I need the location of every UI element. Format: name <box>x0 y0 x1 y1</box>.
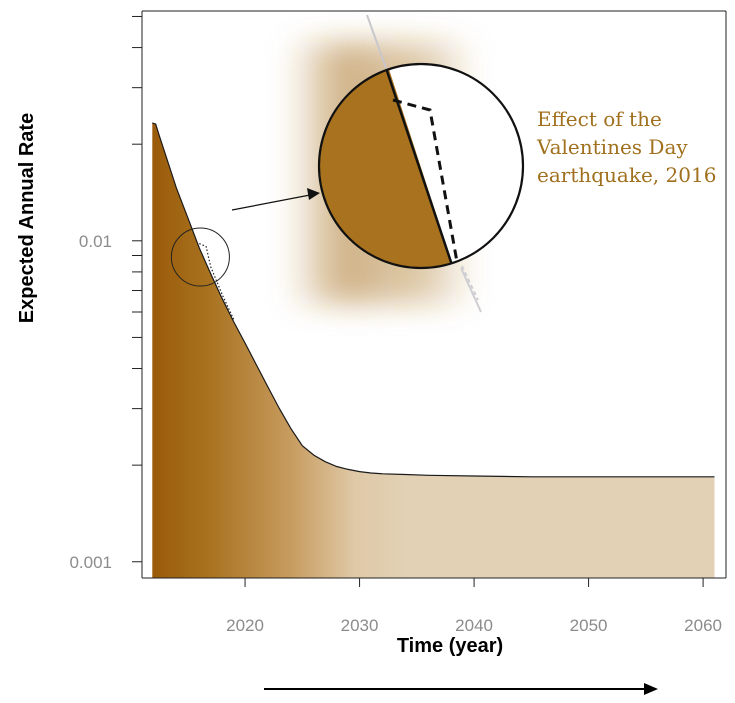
magnifier-contents <box>319 64 523 268</box>
event-dotted-line <box>199 243 235 320</box>
x-tick-label: 2060 <box>684 616 722 635</box>
magnifier-line-ext-top <box>366 14 387 69</box>
annotation-line: Effect of the <box>537 107 662 131</box>
rate-line <box>152 122 715 478</box>
magnifier-area <box>319 64 455 268</box>
annotation-line: Valentines Day <box>536 135 688 159</box>
x-axis-title: Time (year) <box>397 635 503 657</box>
magnifier-dash-ext-bottom <box>461 265 479 301</box>
y-tick-label: 0.001 <box>69 553 112 572</box>
annotation-line: earthquake, 2016 <box>537 163 716 187</box>
magnifier-dashed-line <box>392 98 459 263</box>
area-fill <box>152 122 715 579</box>
y-tick-label: 0.01 <box>79 232 112 251</box>
x-tick-label: 2030 <box>341 616 379 635</box>
connector-line <box>231 194 311 211</box>
magnifier-line-ext-bottom <box>460 267 482 313</box>
y-axis-title: Expected Annual Rate <box>16 113 38 323</box>
connector-arrowhead <box>307 188 320 200</box>
magnifier-circle <box>317 62 525 270</box>
event-highlight-circle <box>170 227 230 287</box>
x-tick-label: 2040 <box>455 616 493 635</box>
time-arrow-head <box>644 683 658 695</box>
x-tick-label: 2020 <box>226 616 264 635</box>
x-tick-label: 2050 <box>570 616 608 635</box>
